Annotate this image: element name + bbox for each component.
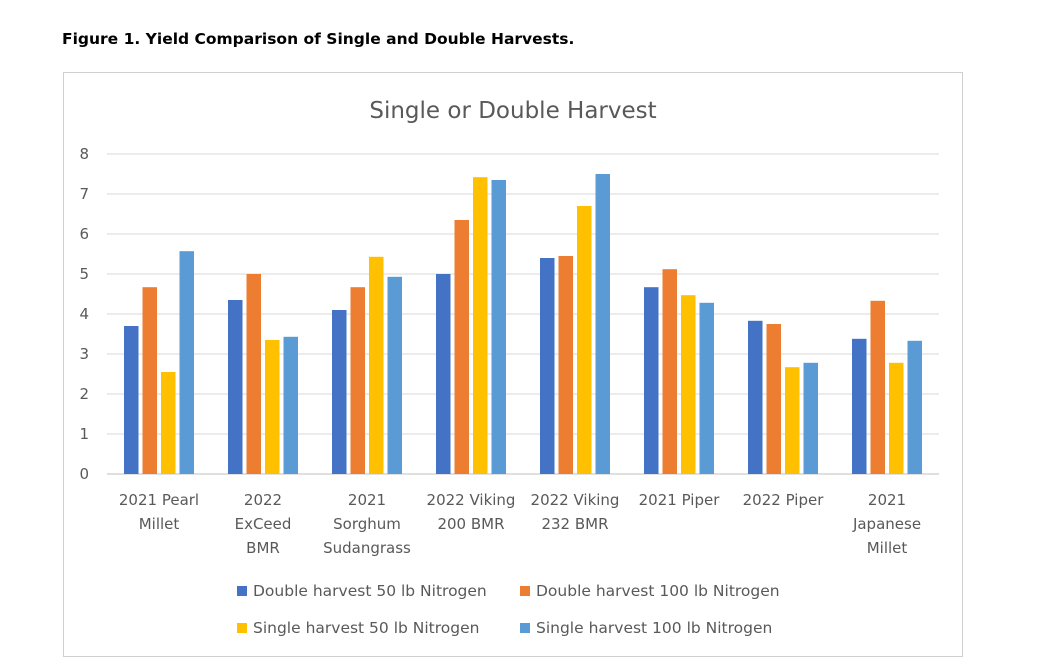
x-category-line: 2022 Piper [743,491,825,509]
legend: Double harvest 50 lb Nitrogen Double harv… [237,582,780,637]
x-category-label: 2022 ExCeed BMR [235,491,292,557]
y-tick-label: 1 [79,425,89,443]
x-category-label: 2021 Japanese Millet [852,491,921,557]
y-tick-label: 0 [79,465,89,483]
bar [473,177,488,474]
gridlines [107,153,939,475]
bars [124,174,922,474]
legend-swatch [520,623,530,633]
y-tick-label: 2 [79,385,89,403]
legend-item: Single harvest 100 lb Nitrogen [520,619,772,637]
legend-swatch [520,586,530,596]
bar [369,256,384,474]
bar [332,310,347,474]
x-category-label: 2021 Pearl Millet [119,491,199,533]
bar [748,320,763,474]
x-category-line: Millet [139,515,180,533]
bar [699,302,714,474]
bar [179,251,194,474]
x-axis-categories: 2021 Pearl Millet 2022 ExCeed BMR 2021 Sorghum… [119,491,921,557]
bar [852,338,867,474]
bar [142,287,157,474]
bar [558,256,573,474]
bar [870,300,885,474]
y-axis-ticks: 0 1 2 3 4 5 6 7 8 [79,145,89,483]
bar [595,174,610,474]
legend-label: Single harvest 50 lb Nitrogen [253,619,479,637]
bar [577,206,592,474]
y-tick-label: 7 [79,185,89,203]
x-category-line: 200 BMR [437,515,504,533]
legend-item: Single harvest 50 lb Nitrogen [237,619,479,637]
legend-label: Double harvest 50 lb Nitrogen [253,582,487,600]
x-category-line: 2021 Piper [639,491,721,509]
bar [907,340,922,474]
bar [766,324,781,474]
bar [644,287,659,474]
x-category-line: 2022 [244,491,282,509]
bar [161,372,176,474]
y-tick-label: 8 [79,145,89,163]
figure-caption: Figure 1. Yield Comparison of Single and… [62,30,575,48]
x-category-line: ExCeed [235,515,292,533]
bar [785,367,800,474]
x-category-line: Sudangrass [323,539,411,557]
bar [436,274,451,474]
x-category-line: 2022 Viking [531,491,620,509]
bar [662,269,677,474]
chart-frame [63,72,963,657]
x-category-line: Sorghum [333,515,401,533]
x-category-line: Japanese [852,515,921,533]
bar [350,287,365,474]
chart-title: Single or Double Harvest [369,98,656,124]
bar [889,362,904,474]
y-tick-label: 6 [79,225,89,243]
bar [454,220,469,474]
legend-label: Double harvest 100 lb Nitrogen [536,582,780,600]
legend-item: Double harvest 50 lb Nitrogen [237,582,487,600]
legend-swatch [237,623,247,633]
bar [491,180,506,474]
y-tick-label: 3 [79,345,89,363]
bar [265,340,280,474]
x-category-label: 2022 Viking 232 BMR [531,491,620,533]
bar [283,336,298,474]
bar [803,362,818,474]
legend-item: Double harvest 100 lb Nitrogen [520,582,780,600]
x-category-line: 232 BMR [541,515,608,533]
x-category-line: BMR [246,539,280,557]
x-category-label: 2021 Piper [639,491,721,509]
x-category-label: 2022 Piper [743,491,825,509]
x-category-line: Millet [867,539,908,557]
bar [246,274,261,474]
bar [124,326,139,474]
y-tick-label: 5 [79,265,89,283]
x-category-label: 2022 Viking 200 BMR [427,491,516,533]
bar [387,276,402,474]
x-category-line: 2021 Pearl [119,491,199,509]
x-category-line: 2022 Viking [427,491,516,509]
legend-label: Single harvest 100 lb Nitrogen [536,619,772,637]
y-tick-label: 4 [79,305,89,323]
x-category-line: 2021 [348,491,386,509]
bar [681,295,696,474]
x-category-label: 2021 Sorghum Sudangrass [323,491,411,557]
bar [228,300,243,474]
legend-swatch [237,586,247,596]
bar [540,258,555,474]
x-category-line: 2021 [868,491,906,509]
